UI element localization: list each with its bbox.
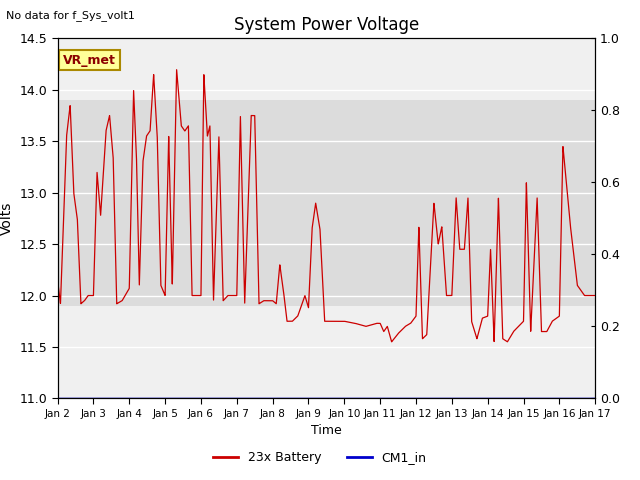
Legend: 23x Battery, CM1_in: 23x Battery, CM1_in <box>208 446 432 469</box>
Title: System Power Voltage: System Power Voltage <box>234 16 419 34</box>
Bar <box>58 100 595 306</box>
Text: VR_met: VR_met <box>63 54 116 67</box>
Text: No data for f_Sys_volt1: No data for f_Sys_volt1 <box>6 10 135 21</box>
X-axis label: Time: Time <box>311 424 342 437</box>
Y-axis label: Volts: Volts <box>0 202 14 235</box>
